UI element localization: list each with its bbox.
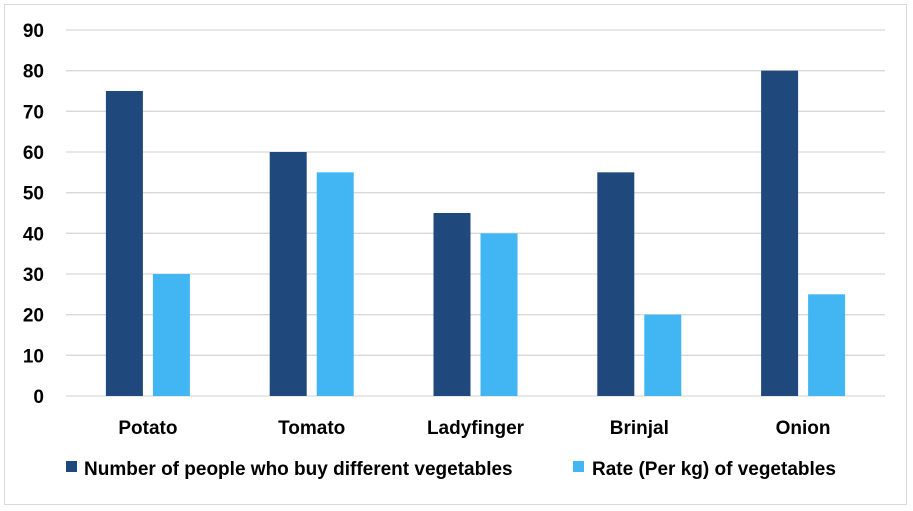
y-tick-label: 20 (23, 306, 44, 327)
y-tick-label: 90 (23, 21, 44, 42)
bar-brinjal-series-2 (644, 314, 682, 396)
bar-tomato-series-1 (269, 152, 307, 396)
bar-tomato-series-2 (316, 172, 354, 396)
legend-swatch (66, 461, 77, 472)
y-tick-label: 50 (23, 184, 44, 205)
y-tick-label: 60 (23, 143, 44, 164)
bar-potato-series-2 (152, 274, 190, 396)
bar-onion-series-2 (808, 294, 846, 396)
y-tick-label: 40 (23, 224, 44, 245)
y-tick-label: 30 (23, 265, 44, 286)
x-tick-label: Tomato (278, 418, 345, 439)
bar-ladyfinger-series-2 (480, 233, 518, 396)
legend-swatch (573, 461, 584, 472)
y-tick-label: 0 (33, 387, 44, 408)
x-tick-label: Brinjal (610, 418, 669, 439)
bar-brinjal-series-1 (597, 172, 635, 396)
legend-label: Number of people who buy different veget… (84, 459, 513, 480)
x-tick-label: Onion (776, 418, 831, 439)
bar-onion-series-1 (761, 70, 799, 397)
legend-label: Rate (Per kg) of vegetables (592, 459, 836, 480)
y-tick-label: 80 (23, 62, 44, 83)
x-tick-label: Ladyfinger (427, 418, 525, 439)
x-tick-label: Potato (118, 418, 177, 439)
bar-potato-series-1 (105, 91, 143, 396)
y-tick-label: 10 (23, 346, 44, 367)
bar-ladyfinger-series-1 (433, 213, 471, 396)
y-tick-label: 70 (23, 102, 44, 123)
